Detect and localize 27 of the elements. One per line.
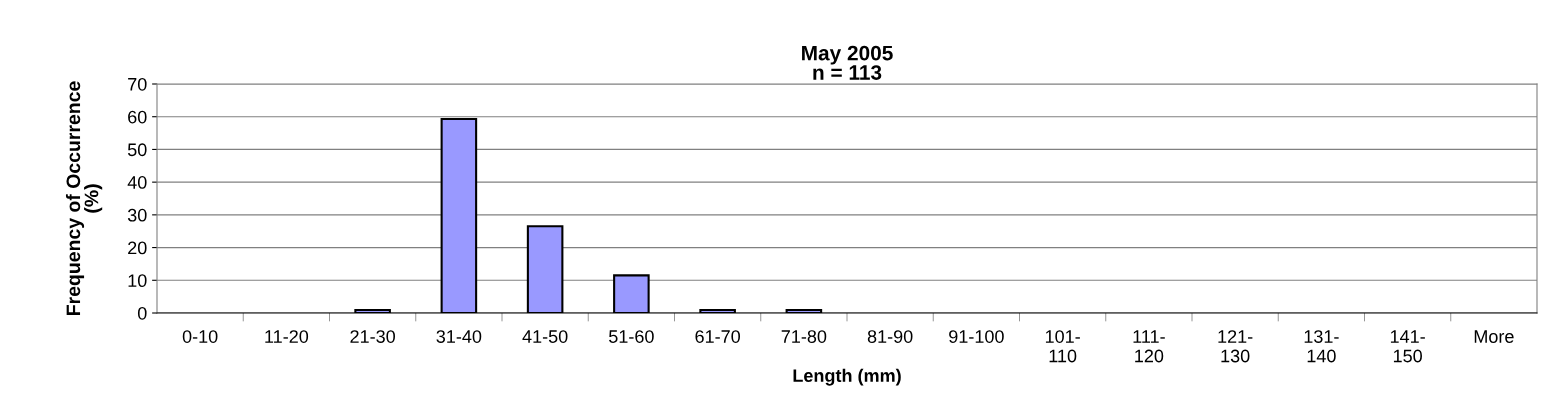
x-tick-label: 121- 130 — [1218, 330, 1253, 363]
y-tick-label: 30 — [127, 208, 147, 222]
x-tick-label: 81-90 — [867, 330, 913, 343]
x-tick-label: 0-10 — [182, 330, 218, 343]
y-axis-title: Frequency of Occurrence (%) — [65, 81, 103, 315]
x-tick-label: 61-70 — [695, 330, 741, 343]
x-tick-label: 71-80 — [781, 330, 827, 343]
y-tick-label: 60 — [128, 110, 147, 124]
x-axis-title: Length (mm) — [793, 368, 901, 386]
x-tick-label: 141- 150 — [1390, 330, 1425, 363]
x-tick-label: More — [1474, 330, 1514, 343]
y-tick-label: 20 — [128, 241, 147, 255]
x-tick-label: 31-40 — [436, 330, 482, 343]
x-tick-label: 131- 140 — [1304, 330, 1339, 363]
x-tick-label: 21-30 — [350, 330, 396, 343]
x-tick-label: 51-60 — [609, 330, 654, 343]
x-tick-label: 101- 110 — [1045, 330, 1080, 363]
y-tick-label: 50 — [127, 143, 147, 157]
y-tick-label: 70 — [128, 77, 147, 91]
x-tick-label: 91-100 — [949, 330, 1004, 343]
x-tick-label: 41-50 — [522, 330, 568, 343]
y-tick-label: 0 — [137, 306, 147, 320]
y-tick-label: 40 — [127, 176, 147, 189]
chart-title: May 2005 n = 113 — [802, 45, 893, 80]
y-tick-label: 10 — [128, 274, 147, 288]
x-tick-label: 111- 120 — [1133, 330, 1165, 363]
x-tick-label: 11-20 — [265, 330, 309, 343]
